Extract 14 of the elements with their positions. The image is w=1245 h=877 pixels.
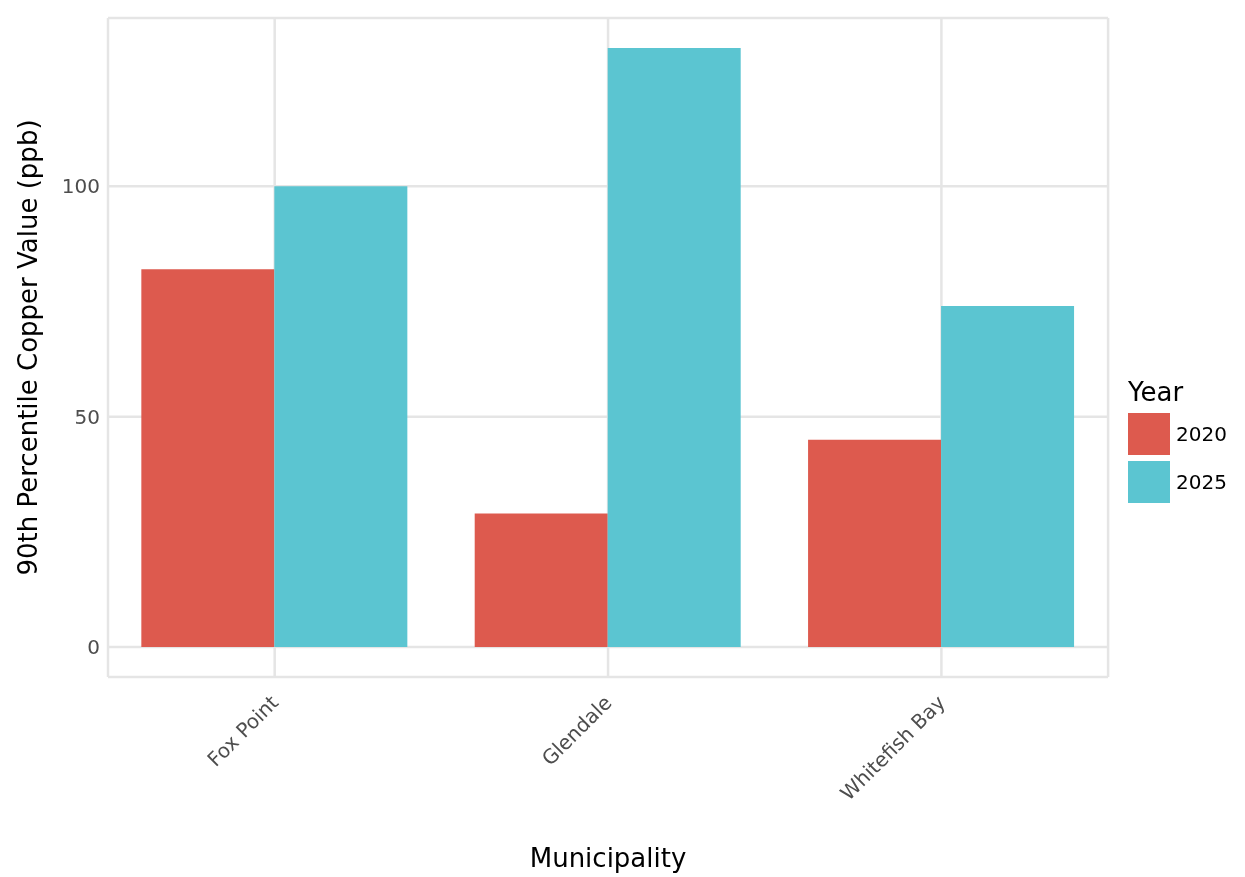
y-axis-title: 90th Percentile Copper Value (ppb) bbox=[13, 119, 44, 576]
bar bbox=[808, 439, 942, 648]
legend-label: 2020 bbox=[1176, 421, 1227, 446]
legend-label: 2025 bbox=[1176, 469, 1227, 494]
bar bbox=[607, 47, 741, 648]
y-tick-label: 0 bbox=[87, 635, 100, 660]
bar bbox=[474, 513, 608, 648]
legend-title: Year bbox=[1128, 376, 1185, 407]
bar bbox=[274, 186, 408, 648]
y-tick-label: 50 bbox=[74, 404, 100, 429]
x-axis-title: Municipality bbox=[529, 843, 687, 873]
bar bbox=[941, 306, 1075, 648]
y-tick-label: 100 bbox=[61, 174, 100, 199]
bar bbox=[141, 269, 275, 648]
